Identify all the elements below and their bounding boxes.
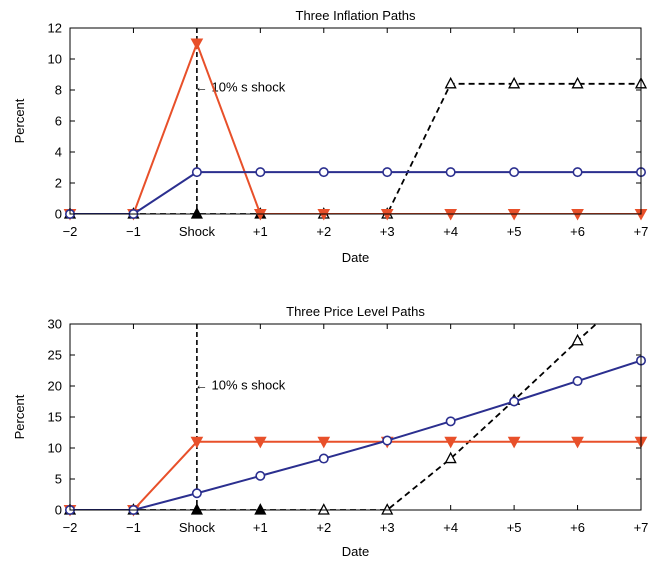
point-marker-black [317,503,330,515]
point-marker-black [571,76,584,89]
x-axis-label: Date [342,544,369,559]
y-tick-label: 8 [55,83,62,98]
point-marker-blue [445,167,456,178]
point-marker-blue [445,416,456,427]
x-tick-label: +4 [443,520,458,535]
point-marker-black [508,76,521,89]
series-orange [70,440,641,510]
point-marker-orange [190,436,204,449]
y-tick-label: 4 [55,145,62,160]
point-marker-orange [507,436,521,449]
point-marker-orange [190,38,204,51]
y-tick-label: 12 [48,21,62,36]
point-marker-blue [318,453,329,464]
y-tick-label: 2 [55,176,62,191]
x-tick-label: +5 [507,224,522,239]
point-marker-black [190,207,203,219]
x-tick-label: Shock [179,224,216,239]
x-axis-label: Date [342,250,369,265]
point-marker-orange [253,436,267,449]
series-orange [70,40,641,214]
y-axis-label: Percent [12,98,27,143]
x-tick-label: −2 [63,520,78,535]
y-axis-label: Percent [12,394,27,439]
series-blue [70,359,641,510]
shock-annotation: ← 10% s shock [195,79,286,94]
y-tick-label: 30 [48,317,62,332]
x-tick-label: +4 [443,224,458,239]
x-tick-label: +7 [634,520,649,535]
x-tick-label: −1 [126,520,141,535]
x-tick-label: +1 [253,520,268,535]
y-tick-label: 10 [48,52,62,67]
point-marker-blue [382,435,393,446]
y-tick-label: 0 [55,503,62,518]
axes-frame [69,323,642,511]
chart-title: Three Inflation Paths [296,8,416,23]
series-line-orange [70,40,641,214]
point-marker-blue [509,396,520,407]
x-tick-label: −2 [63,224,78,239]
shock-annotation: ← 10% s shock [195,377,286,392]
point-marker-black [444,451,457,464]
x-tick-label: +3 [380,520,395,535]
x-tick-label: +6 [570,224,585,239]
y-tick-label: 6 [55,114,62,129]
x-tick-label: +2 [316,520,331,535]
series-line-black [70,82,641,214]
series-blue [70,171,641,214]
point-marker-blue [382,167,393,178]
x-tick-label: −1 [126,224,141,239]
series-line-orange [70,440,641,510]
point-marker-blue [509,167,520,178]
point-marker-black [571,333,584,346]
y-tick-label: 0 [55,207,62,222]
point-marker-black [254,503,267,515]
y-tick-label: 5 [55,472,62,487]
point-marker-black [444,76,457,89]
series-line-blue [70,171,641,214]
series-black [70,82,641,214]
point-marker-blue [191,488,202,499]
point-marker-blue [572,376,583,387]
x-tick-label: +6 [570,520,585,535]
point-marker-blue [255,470,266,481]
x-tick-label: +3 [380,224,395,239]
point-marker-black [381,503,394,515]
point-marker-orange [571,436,584,449]
point-marker-blue [318,167,329,178]
point-marker-orange [444,436,458,449]
series-line-blue [70,359,641,510]
x-tick-label: +5 [507,520,522,535]
point-marker-blue [191,167,202,178]
point-marker-blue [572,167,583,178]
x-tick-label: +1 [253,224,268,239]
chart-title: Three Price Level Paths [286,304,425,319]
y-tick-label: 10 [48,441,62,456]
inflation-panel: Three Inflation Paths 0 2 4 6 8 10 12 −2 −1 Shock +… [12,8,648,265]
y-tick-label: 25 [48,348,62,363]
y-tick-label: 20 [48,379,62,394]
x-tick-label: +2 [316,224,331,239]
y-tick-label: 15 [48,410,62,425]
x-tick-label: Shock [179,520,216,535]
point-marker-orange [317,436,331,449]
x-tick-label: +7 [634,224,649,239]
point-marker-black [190,503,203,515]
axes-frame [69,27,642,215]
point-marker-blue [255,167,266,178]
price-level-panel: Three Price Level Paths 0 5 10 15 20 25 30 −2 −1 S… [12,304,649,559]
